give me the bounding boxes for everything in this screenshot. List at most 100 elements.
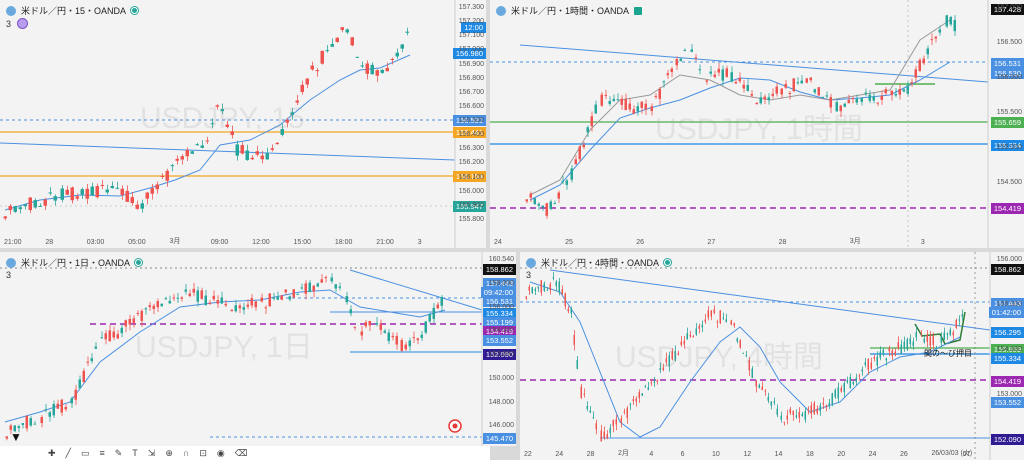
candle-body (938, 29, 941, 33)
brush-tool-icon[interactable]: ✎ (114, 447, 123, 458)
symbol-icon (526, 257, 536, 268)
candle-body (831, 393, 833, 405)
price-tick: 150.000 (488, 374, 514, 382)
candle-body (234, 305, 237, 312)
candle-body (275, 142, 279, 145)
candle-body (733, 323, 735, 326)
candle-body (185, 150, 189, 157)
cursor-tool-icon[interactable]: ✚ (48, 447, 56, 458)
candle-body (400, 44, 404, 49)
chart-pane-1d[interactable]: 米ドル／円・1日・OANDA 3 USDJPY, 1日 158.862 157.… (0, 252, 516, 446)
candle-body (755, 102, 758, 105)
chart-pane-4h[interactable]: 米ドル／円・4時間・OANDA 3 USDJPY, 4時間 間の～び押目 158… (520, 252, 1024, 460)
candle-body (590, 116, 593, 127)
candle-body (210, 123, 214, 125)
candle-body (867, 359, 869, 370)
rect-tool-icon[interactable]: ▭ (80, 447, 90, 458)
trash-tool-icon[interactable]: ⌫ (234, 447, 248, 458)
text-tool-icon[interactable]: T (132, 448, 138, 458)
time-tick: 28 (45, 239, 54, 246)
candle-body (23, 204, 27, 207)
measure-tool-icon[interactable]: ⇲ (147, 447, 156, 458)
price-tag: 152.090 (482, 349, 516, 360)
candle-body (424, 321, 427, 333)
candle-body (33, 423, 36, 425)
candle-body (440, 297, 443, 306)
candle-body (822, 403, 824, 405)
time-tick: 26/03/03 (火) (931, 450, 973, 457)
price-tick: 156.100 (458, 173, 484, 181)
candle-body (70, 187, 74, 201)
zoom-tool-icon[interactable]: ⊕ (165, 447, 173, 458)
candle-body (932, 335, 934, 345)
candle-body (64, 406, 67, 410)
candle-body (416, 338, 419, 341)
candle-body (870, 362, 872, 369)
candle-body (21, 423, 24, 425)
candle-body (255, 151, 259, 155)
candle-body (666, 73, 669, 76)
price-tag: 155.334 (990, 353, 1024, 364)
price-axis[interactable]: 160.540 158.000 156.000 154.000 152.000 150.0… (484, 252, 514, 446)
candle-body (140, 311, 143, 321)
candle-body (120, 327, 123, 334)
chart-1h-title: 米ドル／円・1時間・OANDA (511, 6, 630, 16)
price-axis[interactable]: 156.000 155.000 154.000 153.000 (990, 252, 1022, 446)
candle-body (383, 330, 386, 333)
candle-body (738, 77, 741, 82)
chart-pane-1h[interactable]: 米ドル／円・1時間・OANDA USDJPY, 1時間 157.428 156.… (490, 0, 1024, 248)
candle-body (240, 145, 244, 154)
candle-body (910, 82, 913, 84)
candle-body (345, 296, 348, 303)
fib-tool-icon[interactable]: ≡ (99, 448, 105, 458)
candle-body (600, 430, 602, 442)
time-axis[interactable]: 24 25 26 27 28 3月 3 (490, 234, 988, 248)
time-tick: 24 (494, 239, 502, 246)
magnet-tool-icon[interactable]: ∩ (182, 448, 190, 458)
candle-body (268, 293, 271, 307)
candle-body (225, 124, 229, 128)
time-tick: 18 (806, 451, 814, 458)
candle-body (635, 398, 637, 402)
candle-body (789, 409, 791, 414)
candle-body (644, 103, 647, 110)
price-tag: 156.980 (452, 48, 486, 59)
price-tick: 160.540 (488, 256, 514, 263)
candle-body (821, 96, 824, 98)
indicator-icon[interactable] (17, 18, 29, 29)
price-axis[interactable]: 157.300 157.200 157.100 157.000 156.900 156.8… (454, 0, 484, 230)
candle-body (935, 347, 937, 349)
market-open-icon (664, 259, 672, 266)
time-tick: 21:00 (376, 239, 394, 246)
candle-body (305, 78, 309, 85)
price-tag: 153.552 (990, 397, 1024, 408)
price-tick: 156.700 (458, 88, 484, 96)
candle-body (620, 98, 623, 105)
candle-body (620, 418, 622, 424)
candle-body (549, 284, 551, 291)
candle-body (849, 377, 851, 389)
candle-body (813, 403, 815, 414)
candle-body (641, 393, 643, 396)
candle-body (315, 70, 319, 72)
time-axis[interactable]: 22 24 28 2月 4 6 10 12 14 18 20 24 26 26/03/03 (火) 07 (520, 446, 990, 460)
chart-annotation[interactable]: 間の～び押目 (924, 349, 972, 358)
time-axis[interactable]: 21:00 28 03:00 05:00 3月 09:00 12:00 15:00 18:00 2… (0, 234, 455, 248)
candle-body (115, 187, 119, 189)
trendline-tool-icon[interactable]: ╱ (65, 447, 71, 458)
candle-body (13, 206, 17, 212)
chart-pane-15m[interactable]: 米ドル／円・15・OANDA 3 USDJPY, 15 12:00 156.98… (0, 0, 486, 248)
candle-body (160, 303, 163, 307)
candle-body (674, 351, 676, 361)
price-tick: 156.500 (458, 117, 484, 124)
candle-body (160, 175, 164, 177)
candle-body (592, 417, 594, 419)
candle-body (385, 67, 389, 72)
price-axis[interactable]: 157.000 156.500 156.000 155.500 155.000 154.5… (988, 0, 1022, 230)
candle-body (246, 304, 249, 307)
eye-tool-icon[interactable]: ◉ (216, 447, 225, 458)
lock-tool-icon[interactable]: ⊡ (199, 447, 207, 458)
candle-body (776, 408, 778, 415)
candle-body (270, 148, 274, 150)
candle-body (132, 318, 135, 324)
